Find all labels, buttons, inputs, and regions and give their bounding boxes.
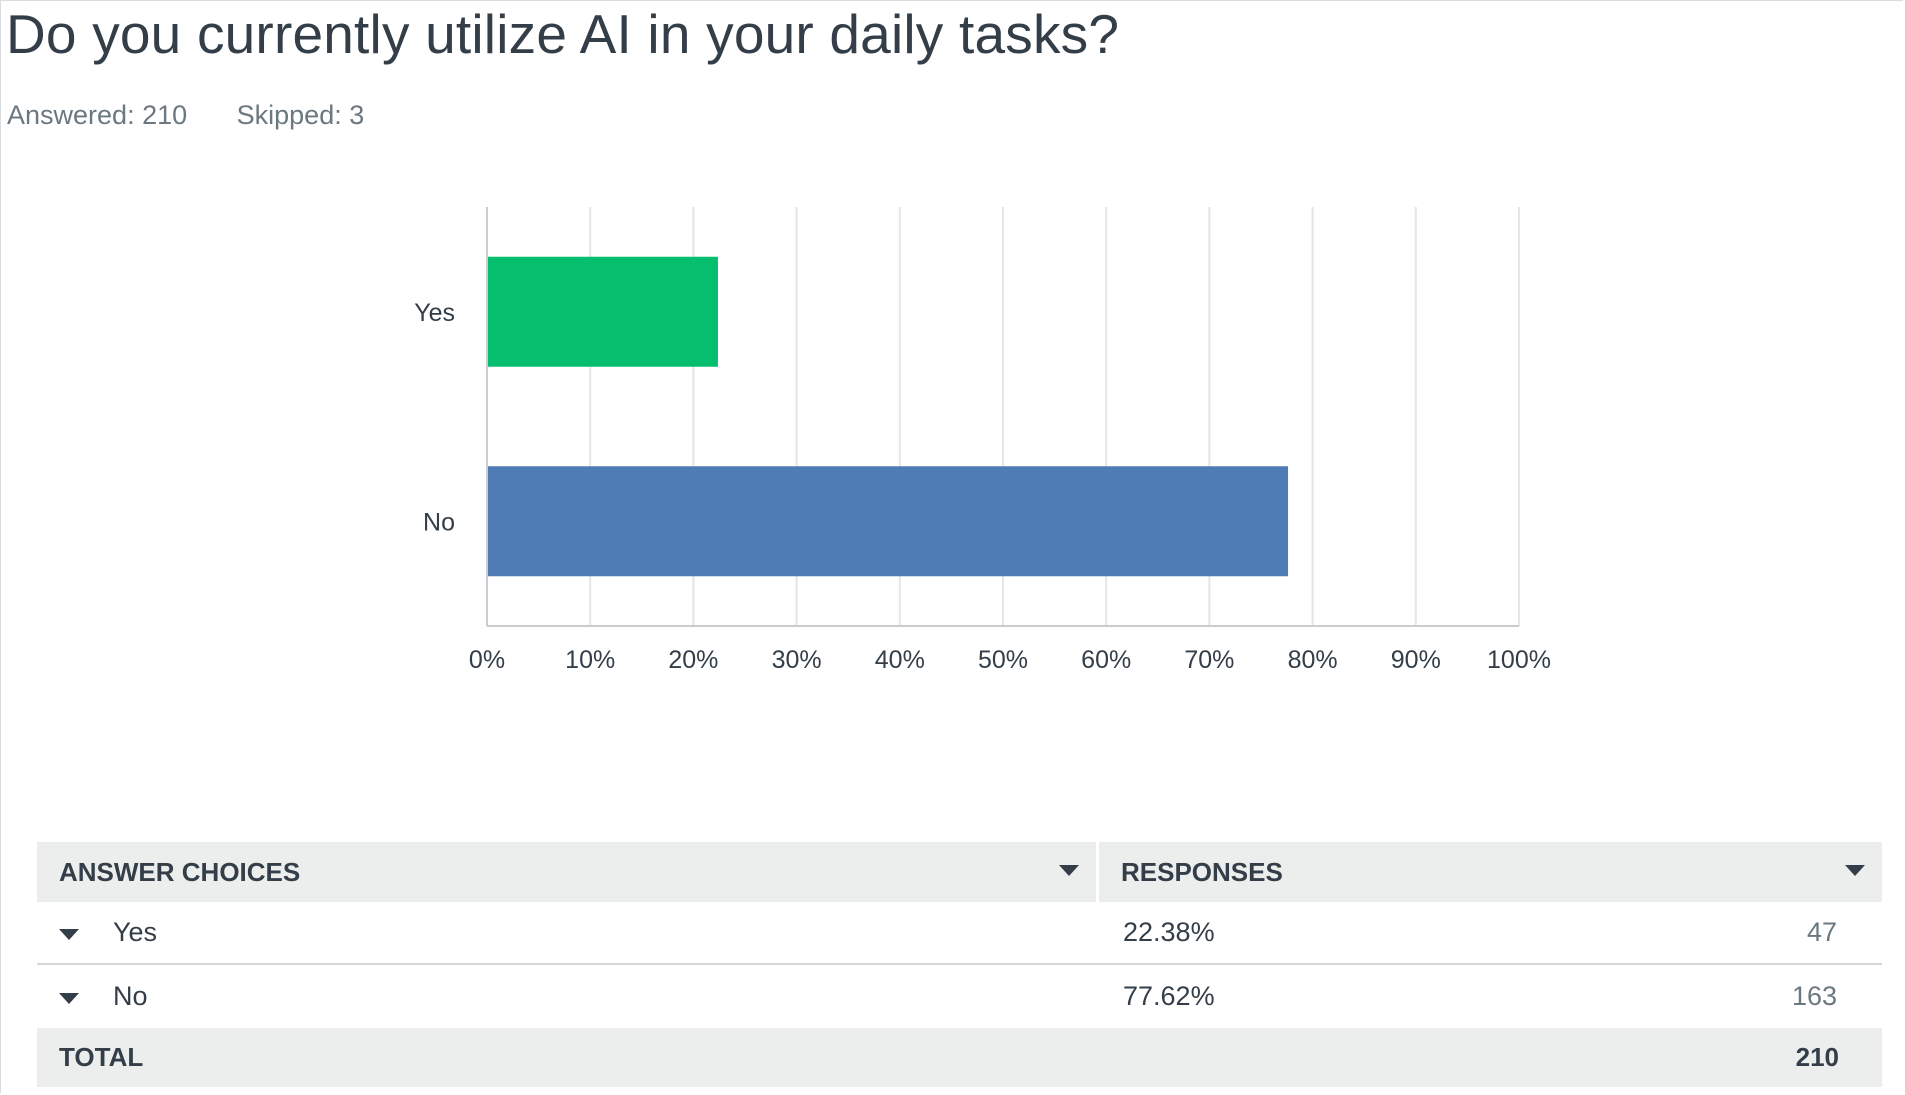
expand-caret-down-icon[interactable] [59,929,79,940]
choice-cell: No [37,981,1102,1012]
axes [486,207,1519,627]
choice-label: Yes [113,917,158,947]
total-count: 210 [1795,1042,1839,1072]
choice-label: No [113,981,148,1011]
x-tick-label: 0% [469,646,505,674]
table-header-row: ANSWER CHOICES RESPONSES [37,842,1882,902]
axis-labels: 0% 10% 20% 30% 40% 50% 60% 70% 80% 90% 100% Yes No [414,299,1551,674]
skipped-count: Skipped: 3 [236,100,365,130]
response-stats: Answered: 210 Skipped: 3 [7,100,364,131]
y-category-label: Yes [414,299,455,327]
answered-count: Answered: 210 [7,100,188,130]
x-tick-label: 90% [1391,646,1441,674]
responses-header[interactable]: RESPONSES [1099,842,1882,902]
x-tick-label: 40% [875,646,925,674]
x-tick-label: 20% [668,646,718,674]
question-title: Do you currently utilize AI in your dail… [6,3,1120,65]
response-count: 163 [1791,981,1837,1011]
response-count: 47 [1806,917,1837,947]
expand-caret-down-icon[interactable] [59,993,79,1004]
total-label: TOTAL [59,1042,144,1072]
x-tick-label: 80% [1288,646,1338,674]
total-row: TOTAL 210 [37,1028,1882,1087]
sort-caret-down-icon[interactable] [1845,865,1865,876]
answer-choices-header[interactable]: ANSWER CHOICES [37,842,1099,902]
x-tick-label: 100% [1487,646,1551,674]
x-tick-label: 60% [1081,646,1131,674]
table-row: Yes 22.38% 47 [37,902,1882,965]
sort-caret-down-icon[interactable] [1059,865,1079,876]
results-bar-chart: 0% 10% 20% 30% 40% 50% 60% 70% 80% 90% 100% Yes No [414,207,1551,674]
x-tick-label: 30% [772,646,822,674]
bars [487,256,1289,577]
answer-choices-header-label: ANSWER CHOICES [59,856,301,887]
x-tick-label: 70% [1184,646,1234,674]
x-tick-label: 10% [565,646,615,674]
bar-yes[interactable] [487,256,718,367]
responses-header-label: RESPONSES [1121,856,1283,887]
results-table: ANSWER CHOICES RESPONSES Yes 22.38% 47 N… [37,842,1882,1087]
table-row: No 77.62% 163 [37,965,1882,1028]
choice-cell: Yes [37,917,1102,948]
bar-no[interactable] [487,466,1289,577]
response-percent: 22.38% [1123,917,1215,947]
response-percent: 77.62% [1123,981,1215,1011]
x-tick-label: 50% [978,646,1028,674]
y-category-label: No [423,508,455,536]
